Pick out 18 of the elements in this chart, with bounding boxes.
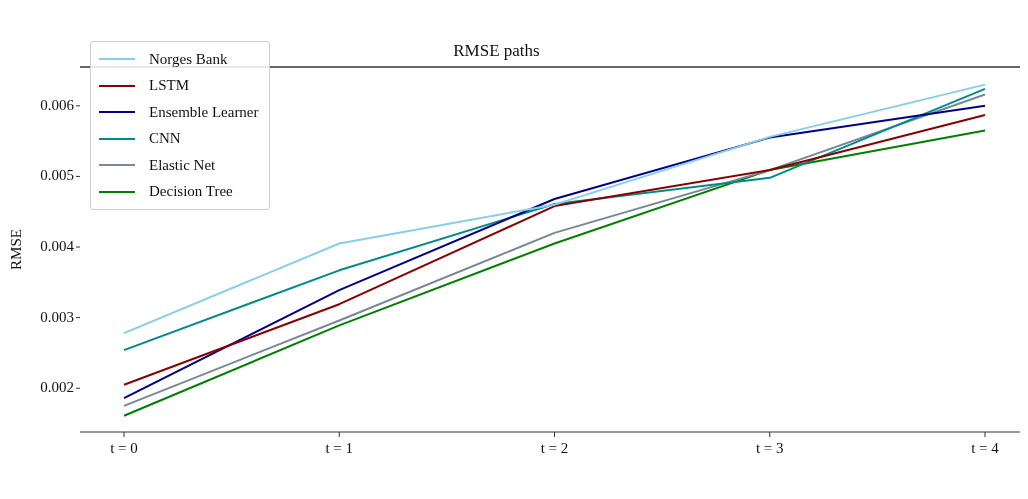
x-tick-label: t = 1: [325, 439, 354, 456]
y-tick-label: 0.006: [40, 96, 75, 113]
y-tick-label: 0.004: [40, 237, 75, 254]
legend-label: Decision Tree: [149, 183, 233, 201]
x-tick-label: t = 3: [755, 439, 784, 456]
legend-label: LSTM: [149, 77, 190, 95]
x-tick-label: t = 2: [540, 439, 569, 456]
chart-title: RMSE paths: [453, 41, 540, 61]
legend-label: Elastic Net: [149, 156, 216, 174]
legend-label: Ensemble Learner: [149, 103, 259, 121]
x-tick-label: t = 4: [971, 439, 1000, 456]
y-tick-label: 0.002: [40, 379, 74, 396]
y-axis-title: RMSE: [7, 229, 24, 270]
y-tick-label: 0.003: [40, 308, 74, 325]
y-tick-label: 0.005: [40, 167, 74, 184]
legend-label: CNN: [149, 130, 181, 148]
x-tick-label: t = 0: [110, 439, 138, 456]
legend-label: Norges Bank: [149, 50, 228, 68]
